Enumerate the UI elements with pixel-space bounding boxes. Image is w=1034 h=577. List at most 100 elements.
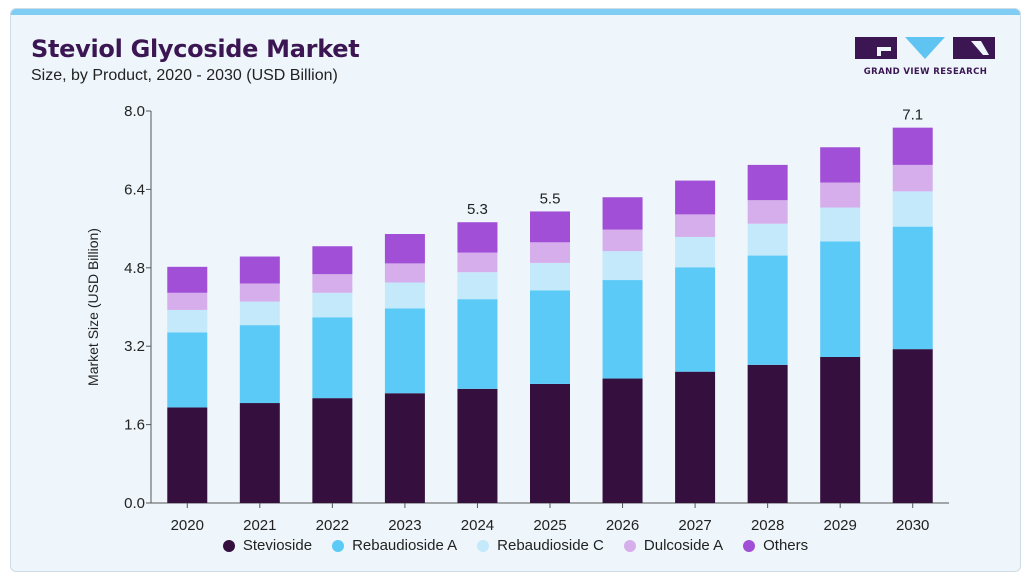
bar-segment	[457, 252, 498, 273]
bar-segment	[530, 290, 570, 384]
x-tick-label: 2023	[388, 517, 421, 534]
bar-segment	[747, 164, 788, 201]
bar-total-label: 5.3	[467, 201, 488, 218]
bar-segment	[602, 280, 643, 379]
legend-swatch	[332, 539, 345, 552]
bar-segment	[457, 272, 498, 300]
bar-segment	[747, 200, 788, 224]
bar-segment	[167, 292, 208, 310]
x-tick-label: 2026	[606, 517, 639, 534]
bar-segment	[384, 263, 425, 283]
y-tick-label: 0.0	[124, 495, 145, 512]
logo-text: GRAND VIEW RESEARCH	[863, 67, 988, 77]
bar-segment	[820, 356, 861, 503]
bar-segment	[820, 182, 861, 208]
bar-total-label: 7.1	[902, 107, 923, 124]
bar-segment	[747, 255, 788, 365]
bar-segment	[892, 127, 933, 165]
logo-icon	[855, 37, 995, 59]
bar-segment	[167, 332, 208, 408]
bar-segment	[384, 308, 425, 394]
x-tick-label: 2029	[823, 517, 856, 534]
legend-label: Rebaudioside C	[497, 537, 604, 554]
bar-segment	[312, 246, 353, 275]
bar-segment	[602, 197, 643, 230]
legend-item: Dulcoside A	[623, 537, 724, 554]
bar-segment	[675, 236, 716, 268]
y-tick-label: 8.0	[124, 103, 145, 120]
bar-segment	[312, 274, 353, 293]
bar-segment	[747, 223, 788, 256]
legend-item: Rebaudioside A	[332, 537, 457, 554]
chart-card: Steviol Glycoside Market Size, by Produc…	[10, 8, 1021, 572]
bar-segment	[239, 283, 280, 302]
bar-segment	[602, 251, 643, 281]
chart-data-labels: 5.3 5.5 7.1	[467, 107, 923, 219]
bar-segment	[820, 147, 861, 183]
bar-segment	[675, 267, 716, 372]
bar-segment	[239, 301, 280, 326]
legend-label: Stevioside	[242, 537, 313, 554]
y-tick-label: 3.2	[124, 338, 145, 355]
bar-segment	[530, 383, 570, 503]
legend-swatch	[623, 539, 636, 552]
bar-segment	[747, 364, 788, 503]
x-tick-label: 2025	[533, 517, 566, 534]
bar-segment	[167, 266, 208, 293]
legend-label: Dulcoside A	[643, 537, 724, 554]
bar-total-label: 5.5	[540, 190, 561, 207]
bar-segment	[820, 207, 861, 242]
x-tick-label: 2028	[751, 517, 784, 534]
x-tick-label: 2030	[896, 517, 929, 534]
legend-swatch	[222, 539, 235, 552]
bar-segment	[384, 393, 425, 503]
bar-segment	[530, 211, 570, 243]
bar-segment	[892, 191, 933, 227]
legend-item: Stevioside	[222, 537, 313, 554]
legend-swatch	[477, 539, 490, 552]
legend-item: Rebaudioside C	[477, 537, 604, 554]
bar-segment	[602, 378, 643, 503]
legend-label: Others	[763, 537, 809, 554]
x-tick-label: 2021	[243, 517, 276, 534]
x-tick-label: 2027	[678, 517, 711, 534]
bar-segment	[530, 242, 570, 263]
chart-bars	[167, 127, 933, 503]
bar-segment	[312, 398, 353, 503]
accent-bar	[11, 9, 1020, 15]
bar-segment	[457, 222, 498, 253]
bar-segment	[675, 371, 716, 503]
x-tick-label: 2024	[461, 517, 494, 534]
bar-segment	[457, 299, 498, 389]
bar-segment	[602, 229, 643, 252]
x-tick-label: 2022	[316, 517, 349, 534]
legend-item: Others	[743, 537, 808, 554]
bar-segment	[384, 233, 425, 264]
bar-segment	[675, 180, 716, 215]
chart-legend: Stevioside Rebaudioside A Rebaudioside C Du…	[11, 537, 1020, 554]
grand-view-research-logo: GRAND VIEW RESEARCH	[853, 35, 998, 83]
bar-segment	[167, 407, 208, 503]
bar-segment	[457, 388, 498, 503]
y-tick-label: 1.6	[124, 417, 145, 434]
legend-swatch	[743, 539, 756, 552]
page-subtitle: Size, by Product, 2020 - 2030 (USD Billi…	[31, 67, 338, 84]
bar-segment	[530, 262, 570, 291]
bar-segment	[167, 309, 208, 333]
bar-segment	[239, 325, 280, 404]
y-tick-label: 6.4	[124, 181, 145, 198]
bar-segment	[384, 282, 425, 309]
bar-segment	[675, 214, 716, 237]
bar-segment	[312, 317, 353, 399]
bar-segment	[892, 164, 933, 192]
bar-segment	[239, 403, 280, 503]
bar-segment	[892, 226, 933, 350]
bar-segment	[239, 256, 280, 284]
legend-label: Rebaudioside A	[352, 537, 458, 554]
y-tick-label: 4.8	[124, 260, 145, 277]
y-axis-label: Market Size (USD Billion)	[85, 228, 101, 386]
x-tick-label: 2020	[171, 517, 204, 534]
bar-segment	[312, 292, 353, 318]
page-title: Steviol Glycoside Market	[31, 35, 360, 63]
stacked-bar-chart: Market Size (USD Billion) 0.0 1.6 3.2 4.8 6.…	[85, 103, 949, 534]
